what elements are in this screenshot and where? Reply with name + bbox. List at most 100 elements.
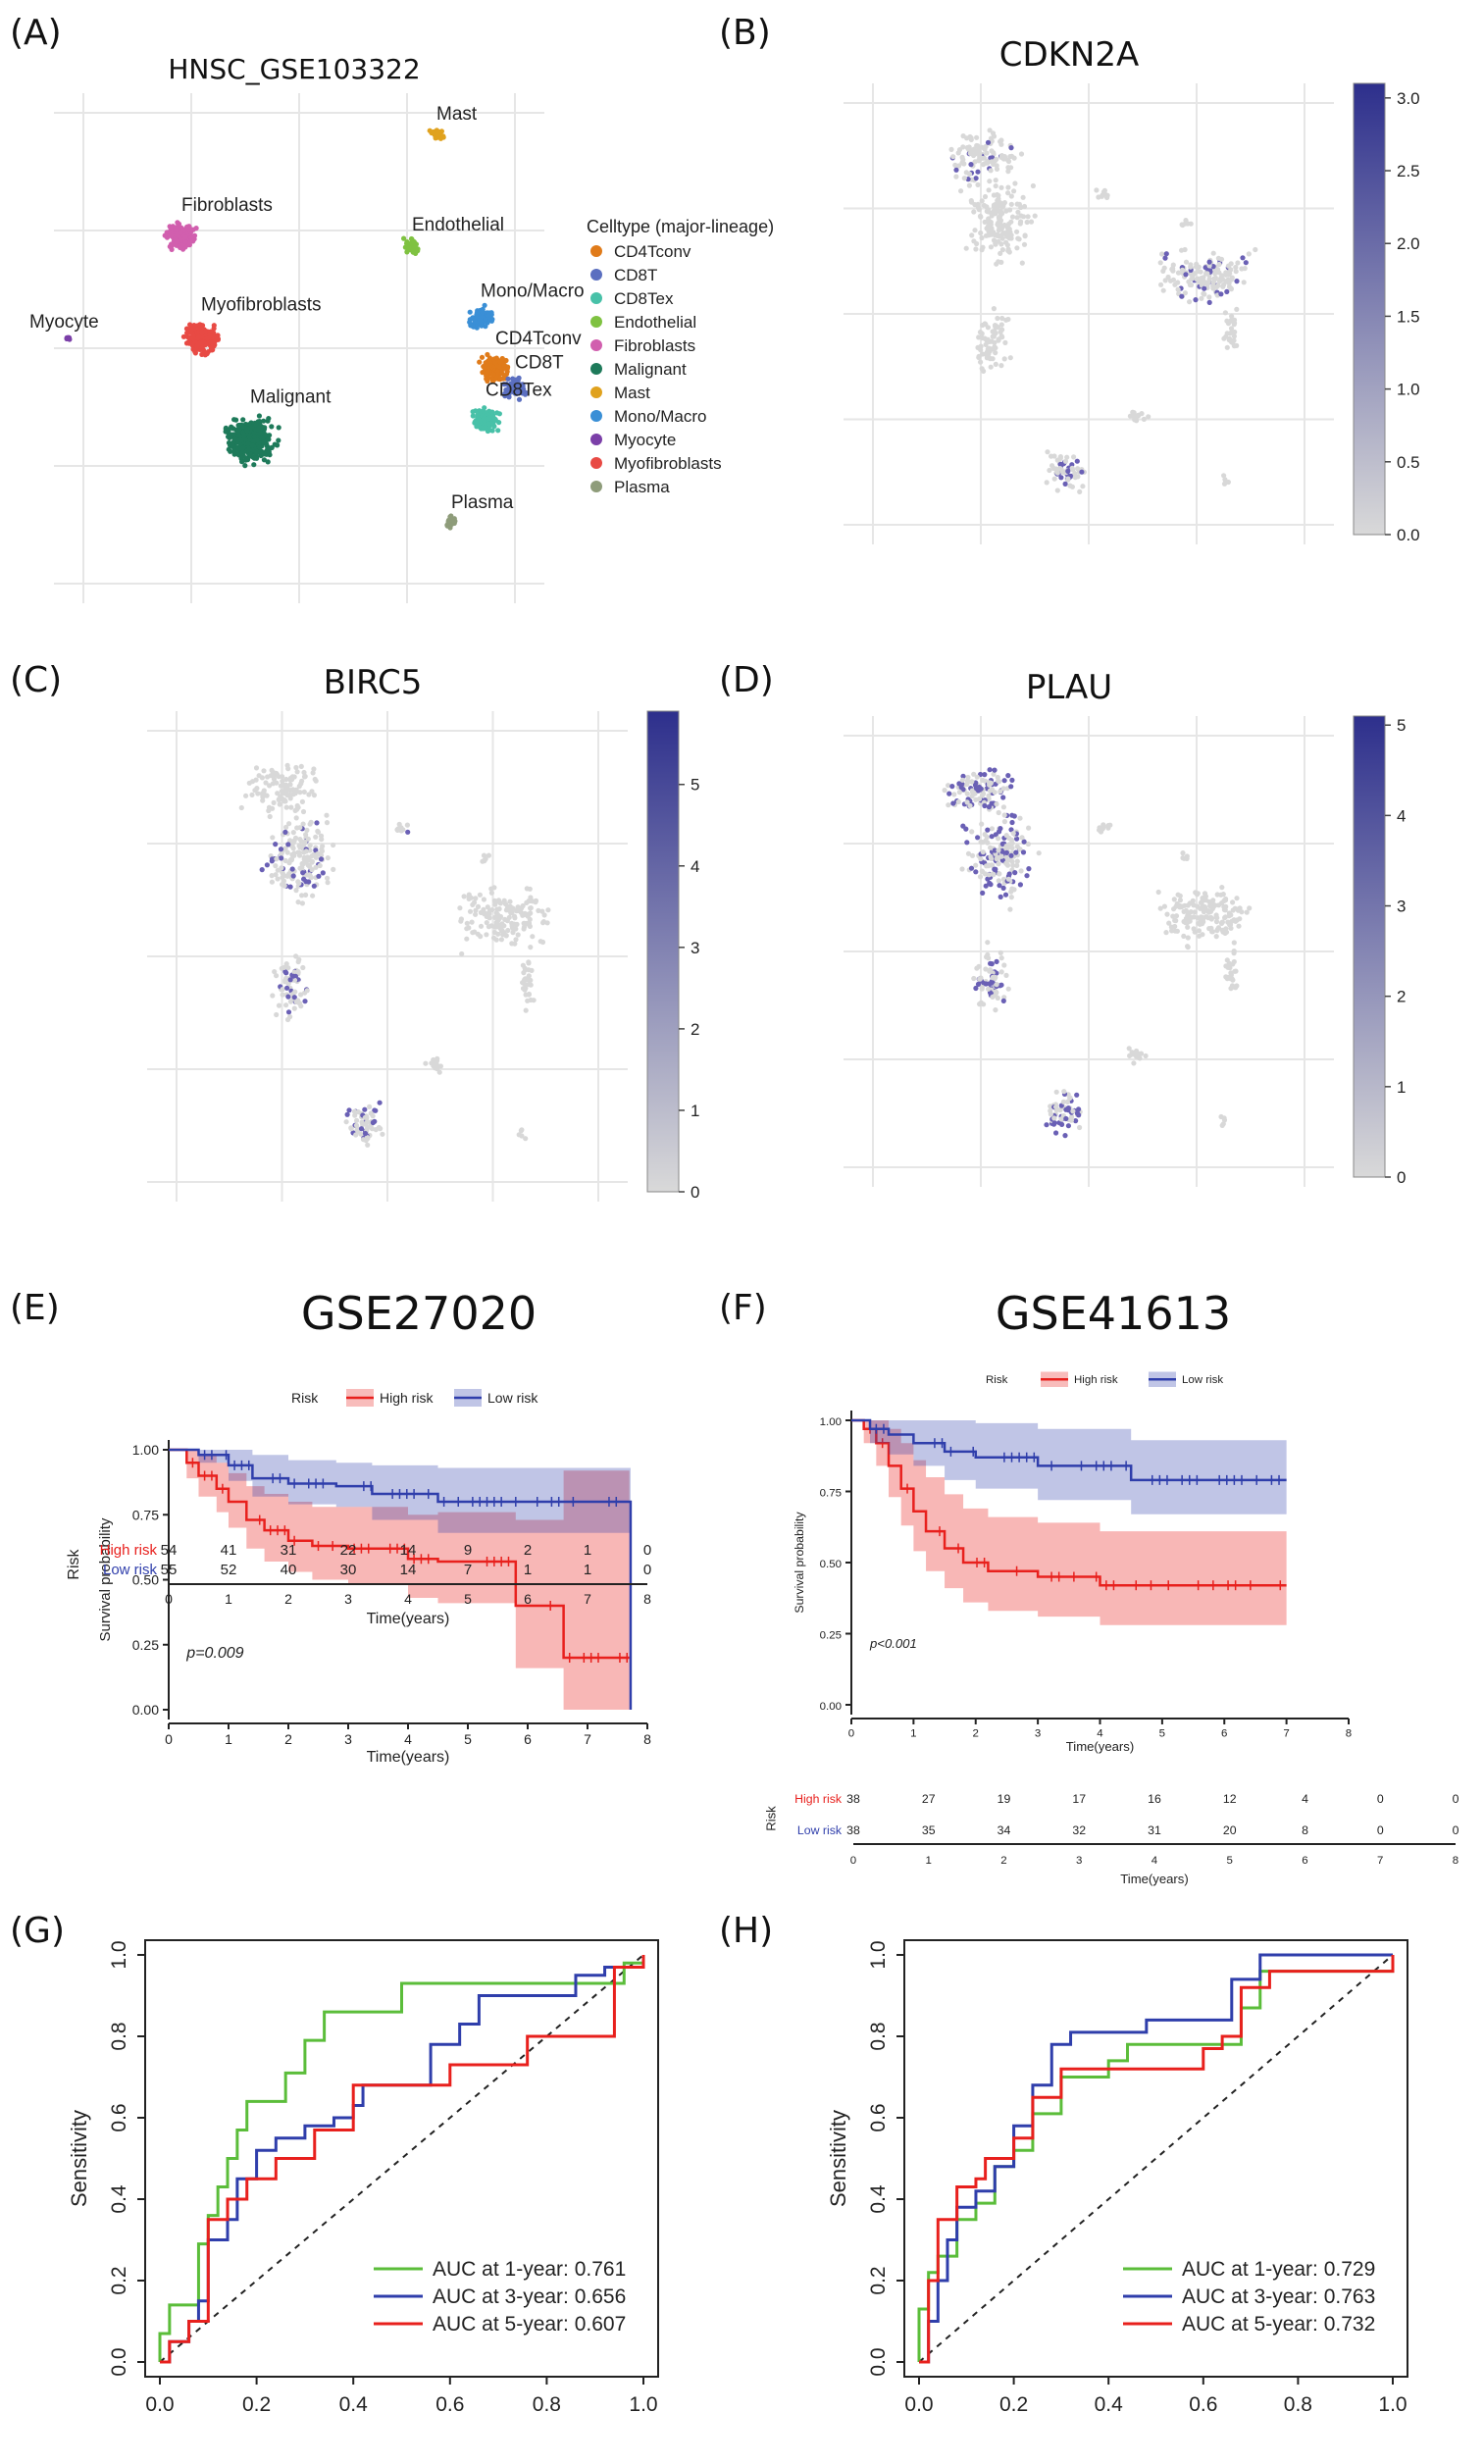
legend-swatch (590, 481, 602, 492)
cell-point (1155, 889, 1161, 896)
cell-point (1072, 471, 1078, 477)
risk-table-value: 22 (340, 1542, 357, 1559)
cell-point (1001, 962, 1007, 968)
cell-point (1166, 920, 1172, 926)
cell-point (279, 855, 284, 861)
cell-point (523, 1007, 529, 1013)
cell-point (261, 451, 267, 457)
cell-point (301, 769, 307, 776)
cell-point (298, 763, 304, 770)
cell-point (972, 228, 978, 233)
cell-point (1008, 201, 1014, 207)
cell-point (1048, 1107, 1053, 1114)
cell-point (1019, 835, 1025, 841)
legend-item: AUC at 5-year: 0.732 (1182, 2313, 1375, 2336)
cell-point (512, 386, 518, 392)
cell-point (489, 409, 495, 415)
risk-table-value: 1 (584, 1562, 591, 1578)
cell-point (488, 376, 495, 382)
roc-curve-5-year (919, 1955, 1395, 2364)
cell-point (1011, 155, 1017, 161)
cell-point (254, 455, 260, 461)
roc-curve-3-year (160, 1955, 645, 2364)
cell-point (1201, 907, 1206, 913)
x-tick-label: 7 (1283, 1727, 1289, 1739)
cell-point (948, 146, 954, 152)
cell-point (1222, 898, 1229, 903)
cell-point (953, 174, 959, 180)
cell-point (1129, 1050, 1135, 1055)
cell-point (1230, 899, 1236, 905)
cell-point (280, 992, 285, 998)
cell-point (199, 351, 205, 357)
cell-point (509, 941, 515, 947)
y-tick-label: 0.2 (867, 2266, 890, 2294)
cell-point (314, 820, 320, 826)
cell-point (1017, 882, 1023, 888)
cell-point (287, 977, 293, 983)
cell-point (484, 920, 489, 926)
survival-curve-high-risk (851, 1418, 1287, 1587)
y-tick-label: 0.25 (132, 1637, 159, 1653)
cell-point (1020, 849, 1027, 855)
cell-point (1214, 928, 1220, 934)
cell-point (998, 259, 1004, 265)
cell-point (1201, 275, 1206, 281)
cell-point (230, 426, 236, 432)
cell-point (378, 1126, 384, 1132)
cell-point (966, 171, 973, 177)
cell-point (1051, 1120, 1057, 1126)
cell-point (1229, 330, 1235, 335)
cell-point (510, 925, 516, 931)
cell-point (1198, 899, 1203, 905)
cell-point (1005, 190, 1011, 196)
cell-point (253, 777, 259, 783)
cell-point (993, 183, 998, 189)
panel-1-colorbar-label: 1.0 (1397, 381, 1420, 399)
y-tick-label: 0.6 (867, 2103, 890, 2131)
cell-point (287, 1014, 293, 1020)
cell-point (433, 1063, 438, 1069)
cell-point (461, 894, 467, 899)
cell-point (1187, 282, 1193, 287)
cell-point (975, 169, 981, 175)
cell-point (1067, 1095, 1073, 1102)
cell-point (492, 924, 498, 930)
cell-point (993, 350, 998, 356)
cell-point (370, 1119, 376, 1126)
cell-point (991, 192, 998, 198)
p-value: p=0.009 (185, 1645, 243, 1662)
cell-point (276, 796, 282, 802)
cell-point (459, 950, 465, 957)
y-tick-label: 0.75 (132, 1507, 159, 1522)
cell-point (987, 981, 993, 987)
risk-table-value: 38 (846, 1823, 860, 1837)
cell-point (1014, 201, 1020, 207)
cell-point (1228, 277, 1235, 282)
risk-table-value: 40 (281, 1562, 297, 1578)
cell-point (968, 198, 974, 204)
cell-point (373, 1107, 379, 1113)
cell-point (67, 336, 73, 342)
cell-point (1228, 267, 1234, 273)
cell-point (987, 355, 993, 361)
cell-point (1188, 909, 1194, 915)
cell-point (362, 1130, 369, 1137)
cell-point (1010, 862, 1016, 868)
cell-point (959, 777, 966, 783)
cell-point (298, 1003, 304, 1009)
cell-point (272, 441, 278, 447)
cell-point (980, 849, 986, 855)
risk-table-value: 14 (400, 1542, 417, 1559)
cell-point (479, 354, 486, 360)
y-tick-label: 0.6 (108, 2103, 130, 2131)
cell-point (1177, 893, 1183, 898)
y-tick-label: 0.00 (132, 1702, 159, 1718)
cell-point (963, 826, 969, 832)
cell-point (262, 431, 268, 436)
cell-point (951, 792, 957, 797)
cell-point (973, 869, 979, 875)
cell-point (238, 804, 244, 811)
cell-point (514, 390, 520, 396)
x-tick-label: 8 (1346, 1727, 1352, 1739)
